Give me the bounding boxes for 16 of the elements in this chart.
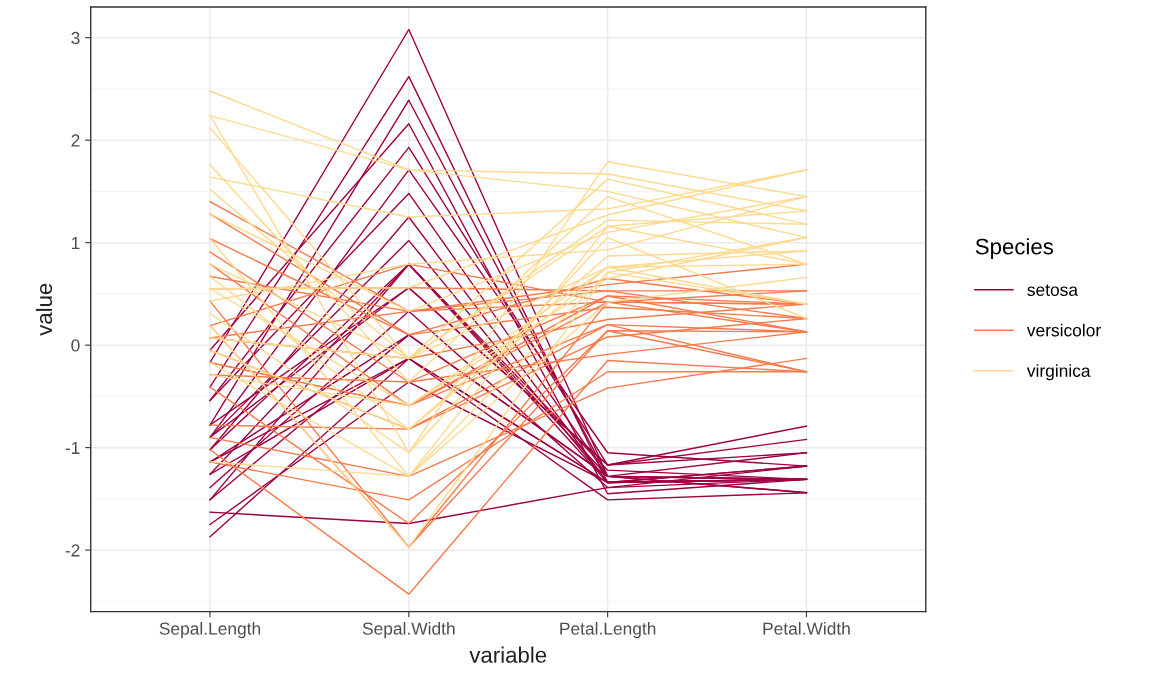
x-tick-label: Sepal.Width — [362, 622, 455, 639]
y-tick-label: 1 — [71, 237, 80, 249]
x-axis-title: variable — [469, 646, 547, 663]
x-tick-label: Sepal.Length — [159, 622, 261, 639]
legend-label: virginica — [1026, 364, 1091, 381]
y-tick-label: -2 — [65, 544, 80, 557]
y-tick-label: -1 — [65, 441, 80, 454]
y-tick-label: 2 — [71, 134, 80, 147]
legend-label: setosa — [1027, 284, 1079, 296]
legend-label: versicolor — [1026, 323, 1101, 337]
y-tick-label: 0 — [71, 339, 80, 352]
y-axis-title: value — [35, 283, 53, 336]
legend-title: Species — [975, 238, 1054, 259]
y-tick-label: 3 — [71, 31, 80, 45]
x-tick-label: Petal.Length — [560, 622, 656, 639]
x-tick-label: Petal.Width — [763, 622, 850, 635]
